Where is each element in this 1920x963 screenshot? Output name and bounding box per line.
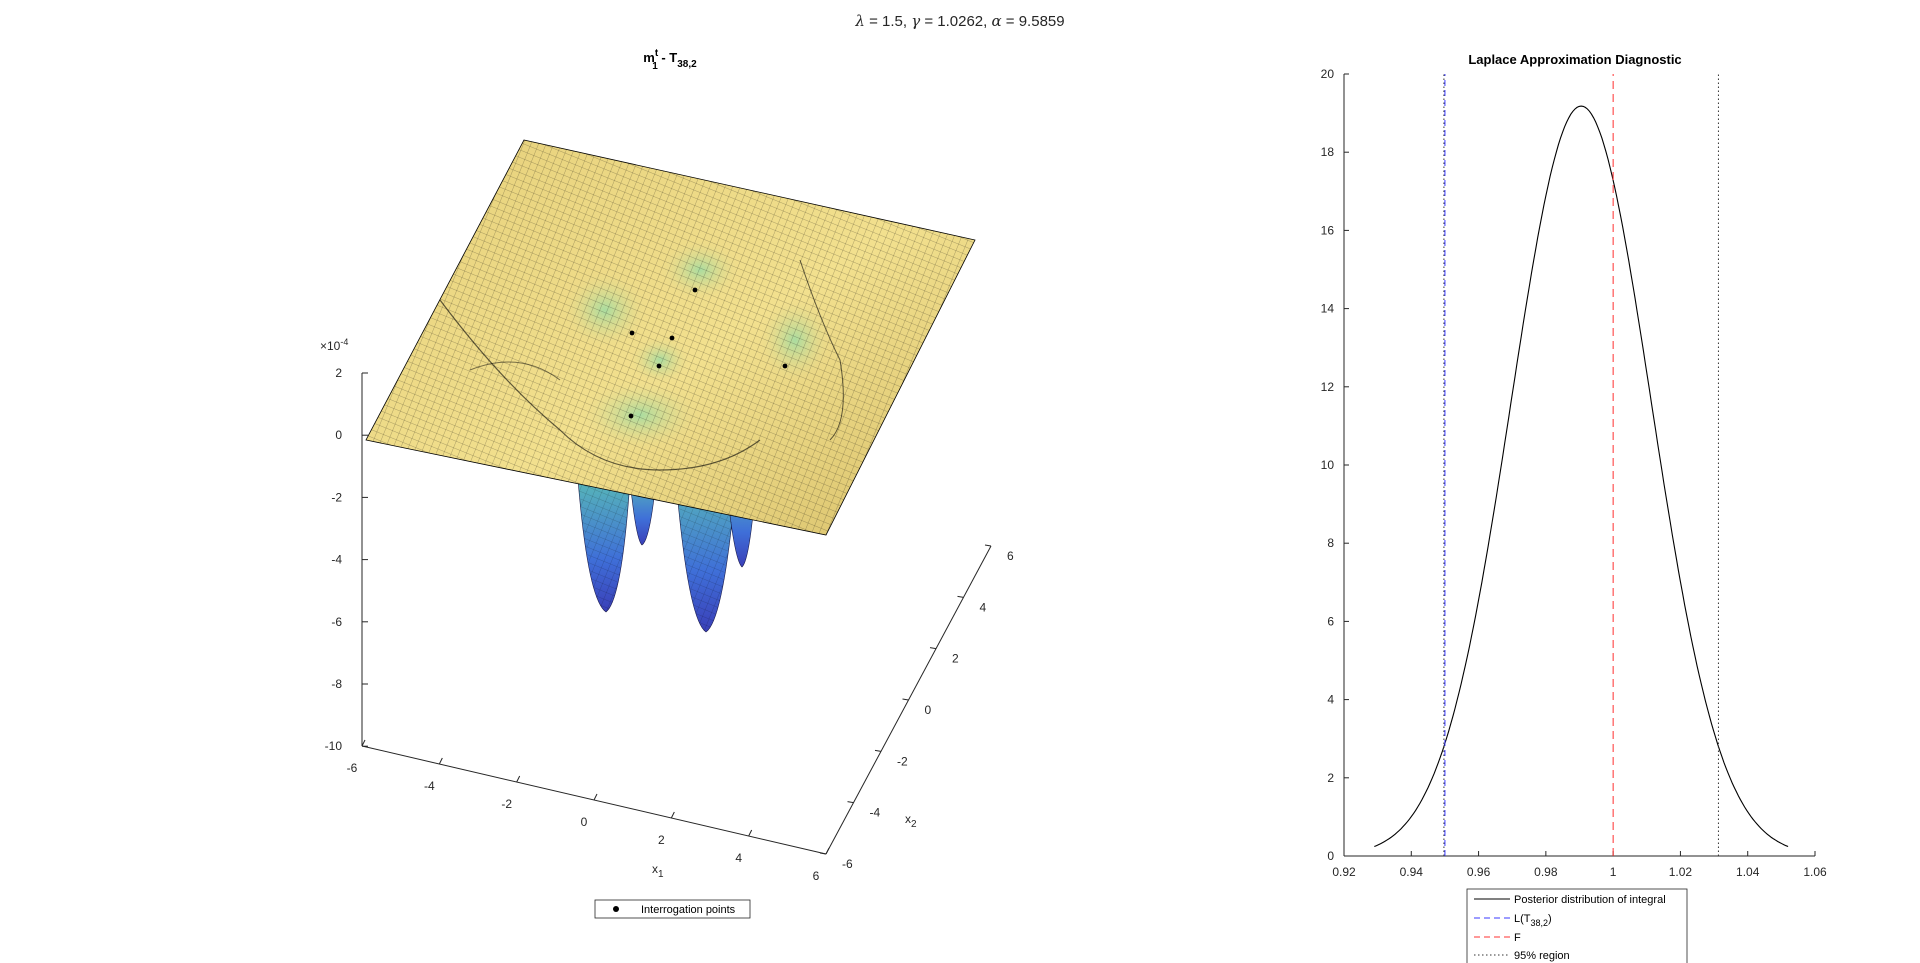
z-tick-label: -8 [331,677,342,691]
interrogation-points [628,287,788,419]
laplace-title: Laplace Approximation Diagnostic [1468,52,1681,67]
right-x-tick-label: 1.02 [1669,865,1693,879]
laplace-legend: Posterior distribution of integral L(T38… [1466,888,1688,963]
x-tick-label: 6 [813,869,820,883]
right-y-tick-label: 10 [1321,458,1335,472]
x-tick-mark [748,829,753,837]
y-tick-label: 6 [1007,549,1014,563]
y-tick-mark [984,544,992,547]
right-y-tick-label: 20 [1321,67,1335,81]
x-tick-label: -2 [501,797,512,811]
interrogation-point [782,363,788,369]
right-x-tick-label: 0.98 [1534,865,1558,879]
right-y-tick-label: 0 [1327,849,1334,863]
x-ticks: -6 -4 -2 0 2 4 6 [347,739,830,883]
z-tick-label: 2 [335,366,342,380]
right-y-tick-label: 4 [1327,693,1334,707]
y-tick-mark [874,749,882,752]
y-tick-mark [957,595,964,598]
legend-label-posterior: Posterior distribution of integral [1514,894,1666,906]
x2-label: x2 [905,812,917,830]
x1-label: x1 [652,862,664,880]
y-tick-label: -4 [870,806,881,820]
right-x-tick-label: 0.96 [1467,865,1491,879]
interrogation-point [656,363,662,369]
z-ticks: 2 0 -2 -4 -6 -8 -10 [325,366,368,753]
z-tick-label: -10 [325,739,343,753]
y-tick-mark [819,852,827,855]
legend-label-F: F [1514,932,1521,944]
interrogation-point [669,335,675,341]
surface-legend: Interrogation points [594,899,751,919]
y-tick-label: 2 [952,652,959,666]
x-tick-label: -4 [424,779,435,793]
y-tick-mark [929,647,937,650]
interrogation-point [629,330,635,336]
x-tick-label: -6 [347,761,358,775]
z-exponent-label: ×10-4 [320,337,348,353]
legend-label-L: L(T38,2) [1514,913,1552,928]
interrogation-point [692,287,698,293]
right-y-tick-label: 2 [1327,771,1334,785]
x-tick-mark [670,811,675,819]
right-x-tick-label: 1 [1610,865,1617,879]
right-y-tick-label: 16 [1321,223,1335,237]
x-tick-label: 4 [735,851,742,865]
surface-title: mt 1 - T38,2 [643,48,697,72]
z-tick-label: -2 [331,490,342,504]
figure-suptitle: λ = 1.5, γ = 1.0262, α = 9.5859 [855,12,1065,30]
interrogation-point [628,413,634,419]
right-x-tick-label: 1.06 [1803,865,1827,879]
x-tick-mark [516,775,521,783]
legend-marker-dot [613,906,619,912]
y-ticks: -6 -4 -2 0 2 4 6 [819,544,1014,871]
x-tick-mark [361,739,366,747]
right-y-tick-label: 12 [1321,380,1335,394]
y-tick-label: -2 [897,754,908,768]
right-x-ticks: 0.92 0.94 0.96 0.98 1 1.02 1.04 1.06 [1332,851,1827,879]
legend-label-interrogation: Interrogation points [641,904,736,916]
y-tick-mark [902,698,909,701]
right-y-tick-label: 18 [1321,145,1335,159]
right-x-tick-label: 0.92 [1332,865,1356,879]
right-x-tick-label: 1.04 [1736,865,1760,879]
x-tick-mark [593,793,598,801]
x-tick-mark [438,757,443,765]
y-tick-label: 4 [980,600,987,614]
posterior-curve [1374,105,1789,848]
x-tick-mark [825,847,830,855]
y-tick-label: 0 [925,703,932,717]
x-tick-label: 2 [658,833,665,847]
y-tick-label: -6 [842,857,853,871]
right-y-tick-label: 14 [1321,302,1335,316]
z-tick-label: 0 [335,428,342,442]
right-y-ticks: 0 2 4 6 8 10 12 14 16 18 20 [1321,67,1349,863]
surface-wells [577,479,757,633]
right-y-tick-label: 6 [1327,614,1334,628]
x-tick-label: 0 [581,815,588,829]
z-tick-label: -4 [331,553,342,567]
right-plot-lines [1374,74,1789,856]
z-tick-label: -6 [331,615,342,629]
y-tick-mark [847,801,854,804]
right-y-tick-label: 8 [1327,536,1334,550]
legend-label-95: 95% region [1514,950,1570,962]
right-x-tick-label: 0.94 [1400,865,1424,879]
